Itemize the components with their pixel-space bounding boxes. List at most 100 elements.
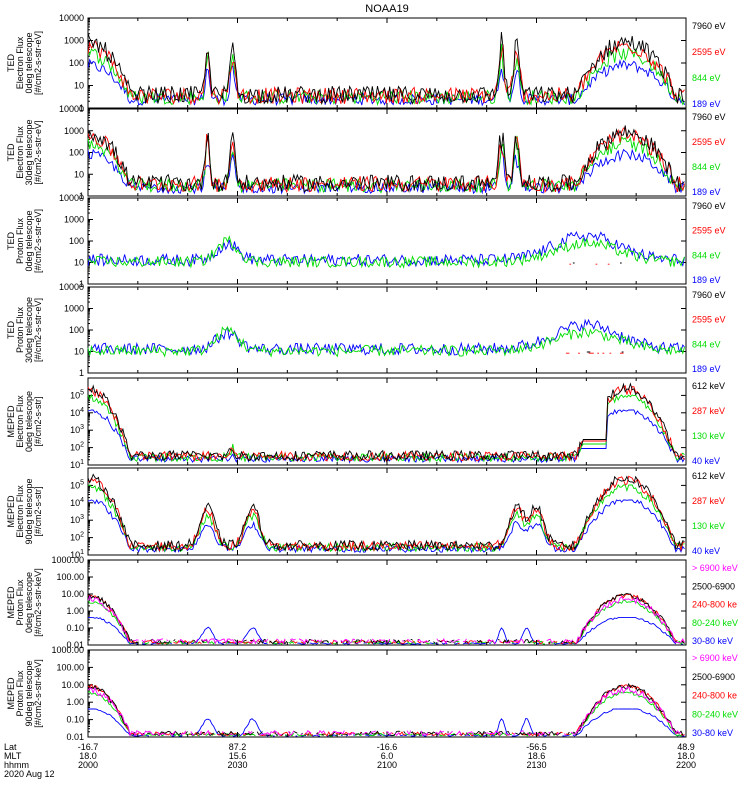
y-axis-label: Proton Flux	[15, 306, 25, 353]
y-tick-label: 10000	[59, 282, 84, 292]
y-axis-label: 30deg telescope	[24, 119, 34, 185]
series-trace-1	[87, 594, 685, 645]
x-tick-label: -16.7	[78, 742, 99, 752]
x-tick-label: 87.2	[229, 742, 247, 752]
series-trace-1	[87, 473, 685, 553]
y-axis-label: Electron Flux	[15, 36, 25, 89]
y-axis-label: [#/cm2-s-str-keV]	[33, 568, 43, 637]
series-trace-2	[87, 384, 685, 463]
legend-label: 189 eV	[692, 99, 721, 109]
y-axis-label: MEPED	[6, 586, 16, 619]
legend-label: 287 keV	[692, 496, 725, 506]
y-axis-label: 90deg telescope	[24, 478, 34, 544]
legend-label: > 6900 keV	[692, 653, 738, 663]
y-axis-label: [#/cm2-s-str-keV]	[33, 659, 43, 728]
panel-5: 101 102 103 104 105 MEPED Electron Flux 0deg te…	[6, 377, 725, 470]
legend-label: 612 keV	[692, 471, 725, 481]
y-tick-label: 1000	[64, 215, 84, 225]
y-tick-label: 10.00	[61, 589, 84, 599]
y-tick-label: 0.10	[66, 623, 84, 633]
y-axis-label: [#/cm2-s-str-eV]	[33, 298, 43, 362]
x-tick-label: -16.6	[377, 742, 398, 752]
legend-label: 287 keV	[692, 406, 725, 416]
x-tick-label: -56.5	[526, 742, 547, 752]
legend-label: 612 keV	[692, 381, 725, 391]
y-tick-label: 103	[70, 514, 84, 525]
legend-label: 2500-6900	[692, 581, 735, 591]
y-tick-label: 1000	[64, 304, 84, 314]
series-trace-3	[87, 326, 685, 358]
legend-label: 7960 eV	[692, 112, 726, 122]
y-tick-label: 105	[70, 389, 84, 400]
panel-2: 1 10 100 1000 10000 TED Electron Flux 30deg tel…	[6, 104, 726, 201]
y-tick-label: 10	[74, 81, 84, 91]
legend-label: 2595 eV	[692, 137, 726, 147]
panel-6: 101 102 103 104 105 MEPED Electron Flux 90deg t…	[6, 467, 725, 560]
y-axis-label: TED	[6, 231, 16, 250]
y-axis-label: Electron Flux	[15, 395, 25, 448]
y-tick-label: 1000.00	[51, 645, 84, 655]
y-tick-label: 100	[69, 148, 84, 158]
y-tick-label: 10000	[59, 104, 84, 114]
x-tick-label: 18.0	[677, 751, 695, 761]
series-trace-1	[87, 31, 685, 106]
legend-label: 30-80 keV	[692, 636, 733, 646]
y-axis-label: TED	[6, 320, 16, 339]
legend-label: 240-800 ke	[692, 691, 737, 701]
x-row-label: hhmm	[4, 760, 29, 770]
x-row-label: Lat	[4, 742, 17, 752]
y-tick-label: 1000.00	[51, 555, 84, 565]
panel-7: 0.01 0.10 1.00 10.00 100.00 1000.00 MEPED Proto…	[6, 555, 738, 650]
y-axis-label: MEPED	[6, 495, 16, 528]
y-tick-label: 100.00	[56, 572, 84, 582]
y-axis-label: TED	[6, 143, 16, 162]
y-axis-label: Electron Flux	[15, 485, 25, 538]
y-axis-label: MEPED	[6, 405, 16, 438]
legend-label: 7960 eV	[692, 290, 726, 300]
y-tick-label: 10000	[59, 13, 84, 23]
y-tick-label: 1	[79, 279, 84, 289]
series-trace-2	[87, 593, 685, 645]
x-tick-label: 2100	[377, 760, 397, 770]
legend-label: 130 keV	[692, 431, 725, 441]
series-trace-4	[87, 318, 685, 356]
legend-label: 189 eV	[692, 275, 721, 285]
y-axis-label: [#/cm2-s-str-eV]	[33, 120, 43, 184]
y-tick-label: 101	[70, 459, 84, 470]
y-tick-label: 102	[70, 442, 84, 453]
legend-label: 844 eV	[692, 250, 721, 260]
y-tick-label: 0.10	[66, 715, 84, 725]
panel-frame	[87, 197, 687, 285]
y-axis-label: [#/cm2-s-str]	[33, 396, 43, 446]
y-tick-label: 10.00	[61, 680, 84, 690]
x-row-label: MLT	[4, 751, 22, 761]
series-trace-4	[87, 408, 685, 464]
y-tick-label: 1	[79, 191, 84, 201]
series-trace-1	[87, 382, 685, 463]
y-tick-label: 100.00	[56, 662, 84, 672]
y-axis-label: 30deg telescope	[24, 297, 34, 363]
y-tick-label: 105	[70, 479, 84, 490]
series-trace-5	[88, 617, 683, 645]
y-axis-label: Electron Flux	[15, 126, 25, 179]
legend-label: 40 keV	[692, 546, 720, 556]
panel-1: 1 10 100 1000 10000 TED Electron Flux 0deg tele…	[6, 13, 726, 113]
series-trace-1	[87, 686, 682, 737]
y-tick-label: 0.01	[66, 732, 84, 742]
legend-label: 7960 eV	[692, 201, 726, 211]
y-tick-label: 10	[74, 169, 84, 179]
y-axis-label: 0deg telescope	[24, 32, 34, 93]
legend-label: 2595 eV	[692, 315, 726, 325]
panel-4: 1 10 100 1000 10000 TED Proton Flux 30deg teles…	[6, 282, 726, 378]
legend-label: 80-240 keV	[692, 709, 738, 719]
y-axis-label: 90deg telescope	[24, 660, 34, 726]
y-tick-label: 1000	[64, 36, 84, 46]
y-axis-label: [#/cm2-s-str-eV]	[33, 31, 43, 95]
panel-frame	[87, 649, 687, 738]
x-tick-label: 18.0	[79, 751, 97, 761]
y-tick-label: 104	[70, 407, 84, 418]
legend-label: 240-800 ke	[692, 600, 737, 610]
y-tick-label: 1	[79, 368, 84, 378]
